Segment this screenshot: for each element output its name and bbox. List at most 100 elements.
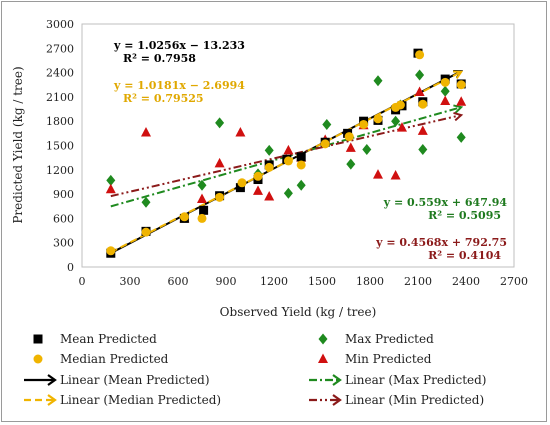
legend-label: Median Predicted: [60, 352, 169, 366]
min-predicted-point: [440, 95, 451, 105]
max-predicted-point: [106, 174, 116, 186]
legend-label: Linear (Median Predicted): [60, 393, 221, 407]
y-axis-label: Predicted Yield (kg / tree): [11, 66, 25, 223]
max-predicted-point: [456, 131, 466, 143]
min-predicted-point: [456, 96, 467, 106]
y-tick-label: 3000: [46, 18, 74, 31]
max-predicted-point: [215, 117, 225, 129]
median-predicted-point: [344, 132, 354, 142]
equation-text: y = 0.559x + 647.94: [383, 196, 508, 209]
min-predicted-point: [373, 169, 383, 179]
y-tick-label: 1800: [46, 115, 74, 128]
median-predicted-point: [215, 192, 225, 202]
median-predicted-point: [395, 100, 405, 110]
min-predicted-point: [235, 127, 246, 137]
min-predicted-point: [141, 127, 151, 137]
legend-marker: [33, 334, 43, 344]
min-predicted-point: [414, 86, 425, 97]
y-tick-label: 2700: [46, 42, 74, 55]
equation-text: y = 0.4568x + 792.75: [375, 236, 507, 249]
x-tick-label: 600: [168, 275, 189, 288]
min-predicted-point: [214, 157, 225, 168]
legend-marker: [33, 354, 43, 364]
median-predicted-point: [179, 212, 189, 222]
legend-label: Linear (Mean Predicted): [60, 373, 210, 387]
trendline-arrowhead: [453, 104, 464, 114]
legend-trend-sample: [24, 374, 57, 386]
median-predicted-point: [296, 160, 306, 170]
mean-predicted-point: [199, 205, 209, 215]
median-predicted-point: [283, 156, 293, 166]
legend-label: Min Predicted: [345, 352, 432, 366]
trendline-arrowhead: [453, 70, 464, 79]
legend-label: Linear (Min Predicted): [345, 393, 484, 407]
min-predicted-point: [197, 193, 207, 203]
y-tick-label: 1200: [46, 164, 74, 177]
legend-marker: [318, 333, 328, 345]
points-layer: [105, 48, 467, 258]
median-predicted-point: [359, 119, 369, 129]
mean-predicted-point: [235, 183, 245, 193]
max-predicted-point: [440, 85, 450, 97]
median-predicted-point: [440, 77, 450, 87]
legend-trend-sample: [309, 394, 342, 406]
y-tick-label: 0: [67, 261, 74, 274]
equation-text: y = 1.0256x − 13.233: [113, 39, 245, 52]
x-axis-label: Observed Yield (kg / tree): [220, 305, 377, 319]
legend-trend-sample: [24, 394, 57, 406]
max-predicted-point: [197, 179, 207, 191]
min-predicted-point: [417, 125, 428, 135]
max-predicted-point: [141, 196, 151, 208]
y-tick-label: 1500: [46, 140, 74, 153]
r-squared-text: R² = 0.4104: [428, 249, 501, 262]
max-predicted-point: [296, 179, 306, 191]
legend-label: Max Predicted: [345, 332, 434, 346]
max-predicted-point: [346, 158, 356, 170]
x-tick-label: 900: [216, 275, 237, 288]
max-predicted-point: [283, 187, 293, 199]
max-predicted-point: [415, 69, 425, 81]
max-predicted-point: [322, 118, 332, 130]
median-predicted-point: [373, 114, 383, 124]
x-tick-label: 300: [120, 275, 141, 288]
x-tick-label: 2100: [404, 275, 432, 288]
legend-marker: [318, 353, 328, 363]
median-predicted-point: [141, 227, 151, 237]
max-predicted-point: [391, 115, 401, 127]
trendline-arrowhead: [453, 111, 464, 122]
x-tick-label: 1800: [356, 275, 384, 288]
min-predicted-point: [253, 185, 263, 195]
plot-area: [81, 23, 515, 268]
min-predicted-point: [397, 122, 407, 132]
y-tick-label: 600: [53, 212, 74, 225]
legend-trend-sample: [309, 374, 342, 386]
y-tick-label: 300: [53, 237, 74, 250]
y-tick-label: 2400: [46, 67, 74, 80]
equation-text: y = 1.0181x − 2.6994: [113, 79, 245, 92]
max-predicted-point: [373, 75, 383, 87]
r-squared-text: R² = 0.7958: [123, 52, 196, 65]
y-tick-label: 900: [53, 188, 74, 201]
median-predicted-point: [320, 139, 330, 149]
x-tick-label: 2700: [500, 275, 528, 288]
legend-label: Mean Predicted: [60, 332, 157, 346]
median-predicted-point: [237, 178, 247, 188]
min-predicted-point: [264, 191, 275, 201]
max-predicted-point: [264, 144, 274, 156]
median-predicted-point: [456, 80, 466, 90]
mean-predicted-point: [296, 152, 306, 162]
legend: Mean Predicted Median Predicted Max Predic…: [24, 332, 487, 407]
min-predicted-point: [390, 169, 401, 180]
min-predicted-point: [105, 183, 116, 194]
y-tick-label: 2100: [46, 91, 74, 104]
x-tick-label: 0: [79, 275, 86, 288]
median-predicted-point: [106, 246, 116, 256]
x-tick-label: 2400: [452, 275, 480, 288]
